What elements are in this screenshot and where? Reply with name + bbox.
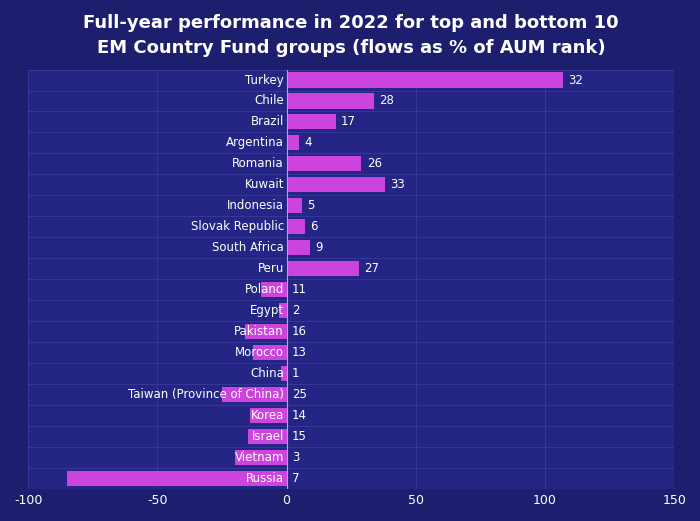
Text: Brazil: Brazil (251, 116, 284, 129)
Text: 14: 14 (292, 409, 307, 421)
Bar (253, 345, 286, 360)
Text: Kuwait: Kuwait (244, 178, 284, 191)
Text: China: China (250, 367, 284, 380)
Text: 7: 7 (292, 472, 299, 485)
Bar (260, 282, 286, 297)
Text: Romania: Romania (232, 157, 284, 170)
Bar (286, 93, 374, 108)
Text: 1: 1 (292, 367, 299, 380)
Text: 17: 17 (341, 116, 356, 129)
Text: 3: 3 (292, 451, 299, 464)
Text: 6: 6 (310, 220, 317, 233)
Text: 4: 4 (304, 137, 312, 150)
Bar (286, 219, 304, 234)
Text: 28: 28 (379, 94, 394, 107)
Text: 15: 15 (292, 430, 307, 443)
Bar (248, 429, 286, 444)
Bar (281, 366, 286, 381)
Bar (222, 387, 286, 402)
Bar (279, 303, 286, 318)
Bar (286, 261, 359, 276)
Bar (286, 156, 361, 171)
Text: Egypt: Egypt (250, 304, 284, 317)
Bar (245, 324, 286, 339)
Text: 2: 2 (292, 304, 299, 317)
Bar (286, 177, 385, 192)
Text: 9: 9 (315, 241, 323, 254)
Text: Poland: Poland (244, 283, 284, 296)
Bar (286, 198, 302, 213)
Text: Peru: Peru (258, 262, 284, 275)
Text: Israel: Israel (251, 430, 284, 443)
Bar (286, 72, 563, 88)
Text: Chile: Chile (254, 94, 284, 107)
Text: Indonesia: Indonesia (227, 199, 284, 212)
Text: 27: 27 (364, 262, 379, 275)
Text: Vietnam: Vietnam (234, 451, 284, 464)
Text: Argentina: Argentina (226, 137, 284, 150)
Bar (286, 115, 335, 130)
Text: Morocco: Morocco (235, 346, 284, 359)
Text: 16: 16 (292, 325, 307, 338)
Title: Full-year performance in 2022 for top and bottom 10
EM Country Fund groups (flow: Full-year performance in 2022 for top an… (83, 14, 619, 57)
Text: 5: 5 (307, 199, 314, 212)
Text: Korea: Korea (251, 409, 284, 421)
Text: Slovak Republic: Slovak Republic (190, 220, 284, 233)
Bar (286, 240, 310, 255)
Text: Taiwan (Province of China): Taiwan (Province of China) (128, 388, 284, 401)
Text: Russia: Russia (246, 472, 284, 485)
Text: 11: 11 (292, 283, 307, 296)
Text: 13: 13 (292, 346, 307, 359)
Bar (286, 135, 300, 151)
Bar (66, 470, 286, 486)
Bar (234, 450, 286, 465)
Text: 33: 33 (390, 178, 405, 191)
Text: 32: 32 (568, 73, 583, 86)
Bar (251, 408, 286, 423)
Text: Pakistan: Pakistan (234, 325, 284, 338)
Text: Turkey: Turkey (245, 73, 284, 86)
Text: 25: 25 (292, 388, 307, 401)
Text: South Africa: South Africa (212, 241, 284, 254)
Text: 26: 26 (367, 157, 382, 170)
